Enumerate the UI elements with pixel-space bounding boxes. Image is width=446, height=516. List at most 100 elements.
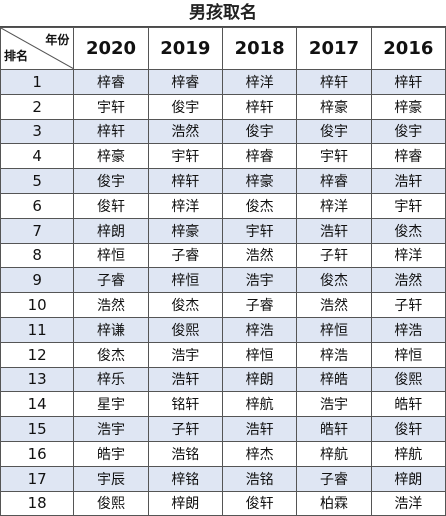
name-cell: 梓铭: [147, 465, 223, 492]
name-cell: 梓航: [296, 440, 372, 467]
rank-cell: 10: [0, 292, 75, 318]
name-cell: 子轩: [370, 292, 446, 318]
header-row: 年份 排名 2020 2019 2018 2017 2016: [0, 27, 446, 70]
corner-header-cell: 年份 排名: [0, 27, 75, 70]
name-cell: 梓轩: [370, 69, 446, 95]
rank-cell: 3: [0, 118, 75, 145]
rank-cell: 4: [0, 143, 75, 170]
name-cell: 梓朗: [73, 217, 149, 244]
table-row: 9 子睿 梓恒 浩宇 俊杰 浩然: [0, 267, 446, 294]
name-cell: 俊宇: [370, 118, 446, 145]
table-row: 13 梓乐 浩轩 梓朗 梓皓 俊熙: [0, 366, 446, 393]
name-cell: 浩然: [73, 292, 149, 318]
rank-cell: 15: [0, 416, 75, 442]
name-cell: 梓睿: [147, 69, 223, 95]
name-cell: 浩然: [370, 267, 446, 294]
name-cell: 宇轩: [221, 217, 298, 244]
table-row: 16 皓宇 浩铭 梓杰 梓航 梓航: [0, 440, 446, 467]
name-cell: 梓轩: [73, 118, 149, 145]
year-header-2020: 2020: [73, 27, 149, 70]
name-cell: 梓轩: [296, 69, 372, 95]
name-cell: 浩宇: [73, 416, 149, 442]
name-cell: 梓浩: [370, 316, 446, 343]
table-title: 男孩取名: [0, 0, 446, 27]
name-cell: 梓豪: [147, 217, 223, 244]
rank-cell: 13: [0, 366, 75, 393]
name-cell: 梓恒: [370, 341, 446, 368]
name-cell: 梓恒: [296, 316, 372, 343]
name-cell: 浩宇: [296, 391, 372, 418]
table-row: 7 梓朗 梓豪 宇轩 浩轩 俊杰: [0, 217, 446, 244]
name-cell: 子睿: [147, 242, 223, 269]
name-cell: 梓恒: [147, 267, 223, 294]
name-cell: 宇轩: [370, 192, 446, 219]
name-cell: 皓宇: [73, 440, 149, 467]
rank-axis-label: 排名: [4, 49, 29, 63]
name-cell: 浩铭: [147, 440, 223, 467]
diagonal-divider: [1, 28, 74, 69]
name-cell: 梓谦: [73, 316, 149, 343]
table-row: 1 梓睿 梓睿 梓洋 梓轩 梓轩: [0, 69, 446, 95]
name-cell: 铭轩: [147, 391, 223, 418]
name-cell: 梓洋: [221, 69, 298, 95]
name-cell: 梓航: [221, 391, 298, 418]
name-cell: 梓朗: [370, 465, 446, 492]
name-cell: 梓豪: [370, 93, 446, 120]
name-cell: 梓洋: [147, 192, 223, 219]
name-cell: 俊杰: [221, 192, 298, 219]
name-cell: 梓洋: [370, 242, 446, 269]
name-cell: 宇轩: [147, 143, 223, 170]
name-cell: 俊杰: [370, 217, 446, 244]
name-cell: 俊轩: [73, 192, 149, 219]
name-cell: 梓杰: [221, 440, 298, 467]
name-cell: 浩宇: [221, 267, 298, 294]
name-cell: 梓皓: [296, 366, 372, 393]
name-cell: 星宇: [73, 391, 149, 418]
table-row: 3 梓轩 浩然 俊宇 俊宇 俊宇: [0, 118, 446, 145]
name-cell: 子睿: [221, 292, 298, 318]
rank-cell: 17: [0, 465, 75, 492]
rank-cell: 1: [0, 69, 75, 95]
name-cell: 俊宇: [147, 93, 223, 120]
rank-cell: 9: [0, 267, 75, 294]
name-cell: 浩宇: [147, 341, 223, 368]
table-row: 4 梓豪 宇轩 梓睿 宇轩 梓睿: [0, 143, 446, 170]
rank-cell: 12: [0, 341, 75, 368]
year-header-2019: 2019: [147, 27, 223, 70]
name-cell: 宇轩: [73, 93, 149, 120]
rank-cell: 14: [0, 391, 75, 418]
name-cell: 俊熙: [370, 366, 446, 393]
table-row: 5 俊宇 梓轩 梓豪 梓睿 浩轩: [0, 168, 446, 194]
name-cell: 俊宇: [73, 168, 149, 194]
name-cell: 梓洋: [296, 192, 372, 219]
name-cell: 梓浩: [296, 341, 372, 368]
table-row: 2 宇轩 俊宇 梓轩 梓豪 梓豪: [0, 93, 446, 120]
name-cell: 皓轩: [370, 391, 446, 418]
name-cell: 梓浩: [221, 316, 298, 343]
names-ranking-table: 年份 排名 2020 2019 2018 2017 2016 1 梓睿 梓睿 梓洋 梓轩…: [0, 27, 446, 516]
name-cell: 皓轩: [296, 416, 372, 442]
name-cell: 梓乐: [73, 366, 149, 393]
name-cell: 梓睿: [221, 143, 298, 170]
name-cell: 宇辰: [73, 465, 149, 492]
rank-cell: 8: [0, 242, 75, 269]
table-row: 6 俊轩 梓洋 俊杰 梓洋 宇轩: [0, 192, 446, 219]
rank-cell: 7: [0, 217, 75, 244]
year-header-2018: 2018: [221, 27, 298, 70]
name-cell: 俊杰: [73, 341, 149, 368]
name-cell: 梓朗: [147, 490, 223, 516]
year-header-2016: 2016: [370, 27, 446, 70]
table-row: 8 梓恒 子睿 浩然 子轩 梓洋: [0, 242, 446, 269]
name-cell: 浩洋: [370, 490, 446, 516]
name-cell: 梓豪: [221, 168, 298, 194]
name-cell: 俊轩: [370, 416, 446, 442]
year-axis-label: 年份: [45, 33, 70, 47]
table-row: 14 星宇 铭轩 梓航 浩宇 皓轩: [0, 391, 446, 418]
name-cell: 俊熙: [73, 490, 149, 516]
name-cell: 子睿: [73, 267, 149, 294]
year-header-2017: 2017: [296, 27, 372, 70]
rank-cell: 11: [0, 316, 75, 343]
rank-cell: 16: [0, 440, 75, 467]
name-cell: 子睿: [296, 465, 372, 492]
